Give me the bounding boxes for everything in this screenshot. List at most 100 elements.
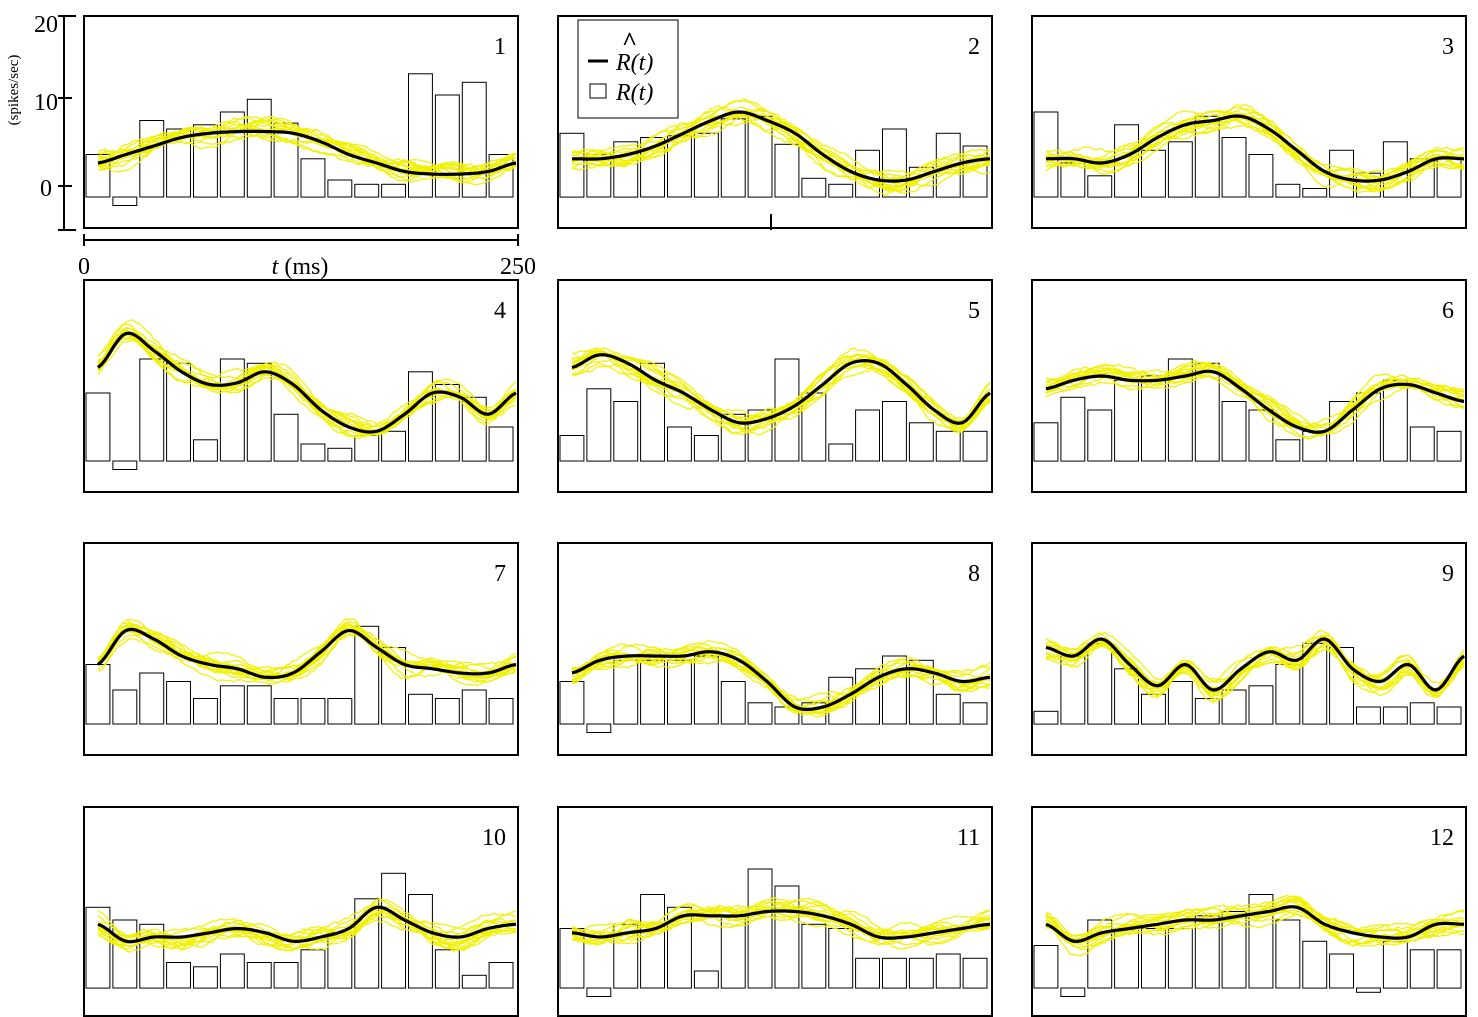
panel-10-bar-10 — [327, 932, 353, 989]
panel-12-bar-1 — [1033, 945, 1059, 989]
panel-7-label: 7 — [494, 561, 506, 587]
panel-7: 7 — [83, 542, 519, 756]
panel-9-bar-3 — [1087, 642, 1113, 725]
panel-10-label: 10 — [482, 825, 506, 851]
panel-6-bar-10 — [1275, 439, 1301, 462]
panel-3-bar-11 — [1302, 188, 1328, 198]
x-tick-250: 250 — [500, 254, 536, 280]
panel-3-bar-6 — [1167, 141, 1193, 198]
panel-12-bar-15 — [1409, 949, 1435, 989]
panel-5-bar-13 — [882, 401, 907, 462]
panels: 1 2 34 5 67 8 910 11 12 — [83, 15, 1467, 1017]
panel-10-frame — [83, 806, 519, 1017]
panel-11-sample-5 — [571, 914, 991, 946]
panel-10-bar-1 — [85, 906, 111, 989]
panel-1: 1 — [83, 15, 519, 229]
y-tick-20: 20 — [34, 12, 58, 38]
panel-9-bar-13 — [1356, 706, 1381, 725]
panel-4-frame — [83, 279, 519, 493]
x-axis-unit: (ms) — [278, 254, 328, 280]
panel-6-label: 6 — [1442, 298, 1454, 324]
panel-1-fit-line — [97, 129, 517, 176]
panel-6-bar-1 — [1033, 422, 1059, 462]
panel-12-bar-16 — [1436, 949, 1462, 989]
panel-6-bar-16 — [1436, 430, 1462, 462]
panel-11-bar-16 — [962, 957, 988, 989]
panel-2-bar-10 — [801, 177, 827, 198]
panel-11-fit-line — [571, 909, 991, 940]
panel-2-bar-3 — [613, 141, 639, 198]
panel-6-bar-2 — [1060, 396, 1086, 462]
panel-12-sample-14 — [1045, 909, 1465, 949]
x-axis-var: t — [272, 254, 280, 280]
panel-9-fit-line — [1045, 637, 1466, 692]
panel-12-label: 12 — [1430, 825, 1454, 851]
x-axis-label: t (ms) — [272, 254, 329, 280]
panel-11-bar-14 — [908, 957, 934, 989]
panel-10-bar-8 — [273, 962, 299, 989]
y-axis-label: (spikes/sec) — [6, 55, 22, 126]
panel-8-bar-6 — [693, 655, 719, 725]
panel-12-bar-11 — [1302, 940, 1328, 989]
panel-10-sample-9 — [97, 919, 517, 952]
panel-7-bar-4 — [166, 681, 192, 725]
panel-12-bar-5 — [1141, 928, 1166, 989]
panel-12: 12 — [1031, 806, 1467, 1017]
panel-7-bar-16 — [488, 698, 514, 725]
panel-10-bar-15 — [461, 974, 487, 989]
panel-12-sample-3 — [1045, 912, 1464, 957]
panel-4-bar-8 — [273, 413, 299, 462]
panel-4-label: 4 — [494, 298, 506, 324]
panel-6-bar-8 — [1221, 401, 1247, 462]
panel-2-sample-12 — [571, 98, 991, 186]
panel-9-bar-14 — [1382, 706, 1408, 725]
panel-9-bar-8 — [1221, 689, 1247, 725]
panel-4-bar-5 — [193, 439, 218, 462]
panel-5-sample-9 — [571, 349, 991, 424]
panel-8-bar-2 — [586, 723, 612, 733]
panel-11-sample-14 — [571, 901, 991, 942]
panel-1-label: 1 — [494, 34, 506, 60]
panel-12-sample-13 — [1045, 894, 1465, 943]
panel-5-bar-2 — [586, 388, 612, 462]
panel-1-frame — [83, 15, 519, 229]
panel-5-bar-5 — [667, 426, 692, 462]
panel-5-bar-3 — [613, 401, 639, 462]
panel-5-bar-16 — [962, 430, 988, 462]
panel-11-bar-4 — [640, 894, 665, 989]
panel-9-bar-15 — [1409, 702, 1435, 725]
panel-2-fit-line — [572, 110, 991, 183]
panel-3-bar-3 — [1087, 175, 1113, 198]
panel-10: 10 — [83, 806, 519, 1017]
panel-9-bar-4 — [1114, 668, 1139, 725]
panel-4-bar-1 — [85, 392, 111, 462]
panel-3-bar-8 — [1221, 137, 1247, 198]
panel-6-bar-5 — [1141, 375, 1166, 462]
panel-4-bar-3 — [139, 358, 165, 462]
panel-11-sample-13 — [571, 910, 991, 950]
panel-10-bar-14 — [434, 949, 460, 989]
panel-5-bar-11 — [828, 443, 854, 462]
panel-8-bar-8 — [747, 702, 773, 725]
panel-12-bar-12 — [1329, 953, 1354, 989]
panel-8-bar-5 — [667, 659, 692, 725]
panel-1-bar-11 — [354, 183, 380, 198]
panel-7-sample-13 — [97, 624, 517, 679]
panel-9-bar-9 — [1248, 685, 1274, 725]
panel-10-bar-5 — [193, 966, 218, 989]
legend: ^ R(t) R(t) — [577, 19, 679, 119]
panel-10-sample-13 — [97, 907, 517, 944]
panel-8-bar-15 — [935, 693, 961, 725]
panel-3-label: 3 — [1442, 34, 1454, 60]
panel-4-bar-11 — [354, 435, 380, 462]
panel-12-sample-12 — [1045, 910, 1465, 951]
panel-5-label: 5 — [968, 298, 980, 324]
panel-2-bar-8 — [747, 115, 773, 198]
panel-4-bar-9 — [300, 443, 326, 462]
panel-4: 4 — [83, 279, 519, 493]
y-axis: 20 10 0 (spikes/sec) — [6, 12, 76, 231]
panel-7-bar-11 — [354, 625, 380, 725]
panel-6-bar-4 — [1114, 379, 1139, 462]
panel-3-sample-13 — [1045, 117, 1465, 192]
panel-3-bar-10 — [1275, 183, 1301, 198]
